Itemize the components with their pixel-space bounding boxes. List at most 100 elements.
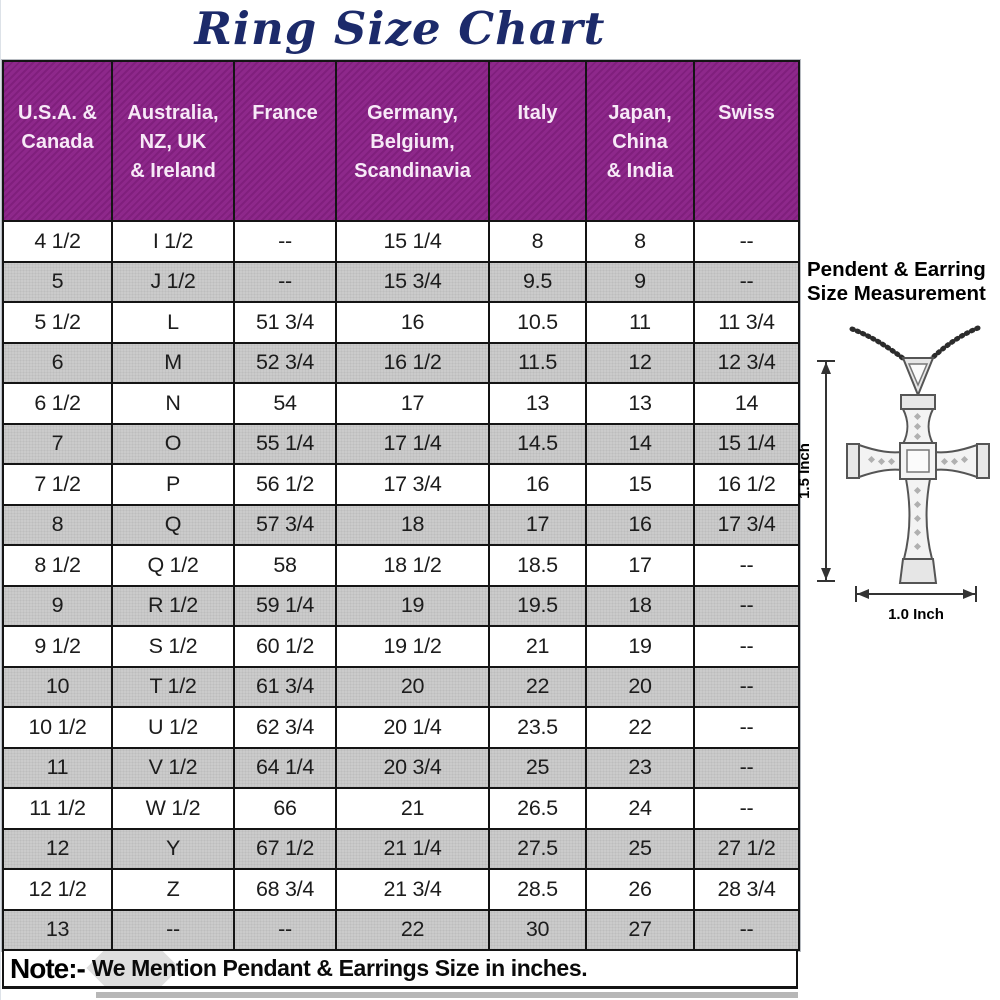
table-cell: 4 1/2 xyxy=(2,220,113,263)
table-row: 11 1/2 W 1/2 66 21 26.5 24 -- xyxy=(2,787,800,830)
cross-left-tip xyxy=(846,443,860,479)
table-cell: 21 xyxy=(488,625,587,668)
table-cell: Y xyxy=(111,827,235,870)
table-cell: 11.5 xyxy=(488,341,587,384)
column-header: Italy xyxy=(488,60,587,222)
table-cell: O xyxy=(111,422,235,465)
table-row: 10 T 1/2 61 3/4 20 22 20 -- xyxy=(2,665,800,708)
table-cell: 25 xyxy=(585,827,695,870)
table-cell: 57 3/4 xyxy=(233,503,337,546)
table-cell: 24 xyxy=(585,787,695,830)
table-cell: 16 xyxy=(585,503,695,546)
table-cell: Q xyxy=(111,503,235,546)
panel-heading-line1: Pendent & Earring xyxy=(807,258,986,281)
table-cell: 5 1/2 xyxy=(2,301,113,344)
cross-bottom-cap xyxy=(898,558,938,584)
table-cell: -- xyxy=(233,908,337,951)
column-header: France xyxy=(233,60,337,222)
table-cell: 12 1/2 xyxy=(2,868,113,911)
table-cell: 9.5 xyxy=(488,260,587,303)
table-row: 5 1/2 L 51 3/4 16 10.5 11 11 3/4 xyxy=(2,301,800,344)
table-cell: 27 1/2 xyxy=(693,827,800,870)
table-cell: 17 3/4 xyxy=(693,503,800,546)
table-cell: 21 3/4 xyxy=(335,868,490,911)
panel-heading: Pendent & Earring Size Measurement xyxy=(807,258,1000,306)
table-cell: 12 xyxy=(2,827,113,870)
table-header-row: U.S.A. & Canada Australia, NZ, UK & Ireland F… xyxy=(2,60,800,222)
table-cell: 22 xyxy=(585,706,695,749)
table-cell: 12 3/4 xyxy=(693,341,800,384)
table-cell: 12 xyxy=(585,341,695,384)
table-cell: 62 3/4 xyxy=(233,706,337,749)
table-cell: 59 1/4 xyxy=(233,584,337,627)
table-cell: 15 1/4 xyxy=(335,220,490,263)
table-cell: S 1/2 xyxy=(111,625,235,668)
table-body: 4 1/2 I 1/2 -- 15 1/4 8 8 -- 5 J 1/2 -- 15 3/4 9.5 9… xyxy=(2,220,800,951)
height-measurement: 1.5 Inch xyxy=(799,360,835,582)
ring-size-table: U.S.A. & Canada Australia, NZ, UK & Ireland F… xyxy=(1,59,801,989)
table-cell: Q 1/2 xyxy=(111,544,235,587)
table-cell: 17 3/4 xyxy=(335,463,490,506)
table-cell: 21 1/4 xyxy=(335,827,490,870)
table-cell: 11 1/2 xyxy=(2,787,113,830)
table-row: 4 1/2 I 1/2 -- 15 1/4 8 8 -- xyxy=(2,220,800,263)
table-cell: 64 1/4 xyxy=(233,746,337,789)
column-header: U.S.A. & Canada xyxy=(2,60,113,222)
table-cell: 23.5 xyxy=(488,706,587,749)
table-cell: -- xyxy=(693,584,800,627)
table-cell: 18 1/2 xyxy=(335,544,490,587)
table-cell: 20 1/4 xyxy=(335,706,490,749)
note-row: Note:- We Mention Pendant & Earrings Siz… xyxy=(2,951,798,989)
cross-center-inner xyxy=(906,449,930,473)
table-row: 11 V 1/2 64 1/4 20 3/4 25 23 -- xyxy=(2,746,800,789)
table-row: 6 M 52 3/4 16 1/2 11.5 12 12 3/4 xyxy=(2,341,800,384)
table-cell: 56 1/2 xyxy=(233,463,337,506)
table-cell: J 1/2 xyxy=(111,260,235,303)
page-title: Ring Size Chart xyxy=(194,2,606,55)
table-cell: 21 xyxy=(335,787,490,830)
table-cell: 17 xyxy=(585,544,695,587)
table-cell: 8 xyxy=(488,220,587,263)
table-cell: -- xyxy=(693,544,800,587)
width-measurement: 1.0 Inch xyxy=(855,586,977,623)
table-row: 8 Q 57 3/4 18 17 16 17 3/4 xyxy=(2,503,800,546)
height-measurement-label: 1.5 Inch xyxy=(799,443,813,499)
table-cell: -- xyxy=(693,746,800,789)
table-cell: 27.5 xyxy=(488,827,587,870)
table-cell: 27 xyxy=(585,908,695,951)
table-cell: 19 1/2 xyxy=(335,625,490,668)
table-row: 9 1/2 S 1/2 60 1/2 19 1/2 21 19 -- xyxy=(2,625,800,668)
table-cell: 58 xyxy=(233,544,337,587)
table-row: 13 -- -- 22 30 27 -- xyxy=(2,908,800,951)
pendant-bail-inner xyxy=(907,363,929,387)
table-cell: 9 xyxy=(2,584,113,627)
width-measurement-label: 1.0 Inch xyxy=(888,606,944,623)
table-cell: 52 3/4 xyxy=(233,341,337,384)
table-cell: -- xyxy=(693,625,800,668)
table-cell: 19 xyxy=(335,584,490,627)
table-cell: -- xyxy=(693,706,800,749)
table-cell: 7 xyxy=(2,422,113,465)
table-cell: 11 xyxy=(585,301,695,344)
table-row: 7 O 55 1/4 17 1/4 14.5 14 15 1/4 xyxy=(2,422,800,465)
table-cell: 18 xyxy=(585,584,695,627)
table-cell: 61 3/4 xyxy=(233,665,337,708)
table-cell: 60 1/2 xyxy=(233,625,337,668)
table-cell: 8 1/2 xyxy=(2,544,113,587)
table-cell: 5 xyxy=(2,260,113,303)
table-cell: 26.5 xyxy=(488,787,587,830)
table-cell: 8 xyxy=(585,220,695,263)
table-cell: 16 xyxy=(488,463,587,506)
table-cell: 14 xyxy=(585,422,695,465)
table-cell: 15 1/4 xyxy=(693,422,800,465)
cross-top-cap xyxy=(900,394,936,410)
table-cell: 15 xyxy=(585,463,695,506)
note-label: Note:- xyxy=(10,952,86,984)
table-cell: 20 xyxy=(335,665,490,708)
table-cell: N xyxy=(111,382,235,425)
chain-right xyxy=(924,325,981,366)
table-cell: 66 xyxy=(233,787,337,830)
table-cell: 55 1/4 xyxy=(233,422,337,465)
table-cell: 9 xyxy=(585,260,695,303)
table-cell: 11 xyxy=(2,746,113,789)
